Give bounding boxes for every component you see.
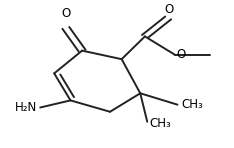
Text: H₂N: H₂N	[15, 101, 37, 114]
Text: O: O	[176, 48, 186, 61]
Text: CH₃: CH₃	[150, 117, 171, 130]
Text: O: O	[61, 7, 70, 20]
Text: O: O	[164, 3, 173, 16]
Text: CH₃: CH₃	[181, 98, 203, 111]
